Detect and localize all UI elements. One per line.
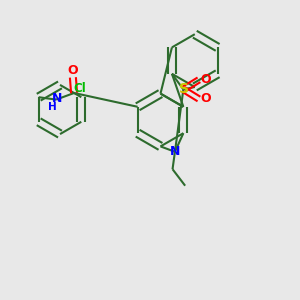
Text: N: N [170, 145, 180, 158]
Text: Cl: Cl [74, 82, 86, 95]
Text: O: O [68, 64, 78, 77]
Text: H: H [47, 102, 56, 112]
Text: N: N [52, 92, 62, 105]
Text: O: O [200, 92, 211, 106]
Text: O: O [200, 73, 211, 86]
Text: S: S [179, 82, 189, 96]
